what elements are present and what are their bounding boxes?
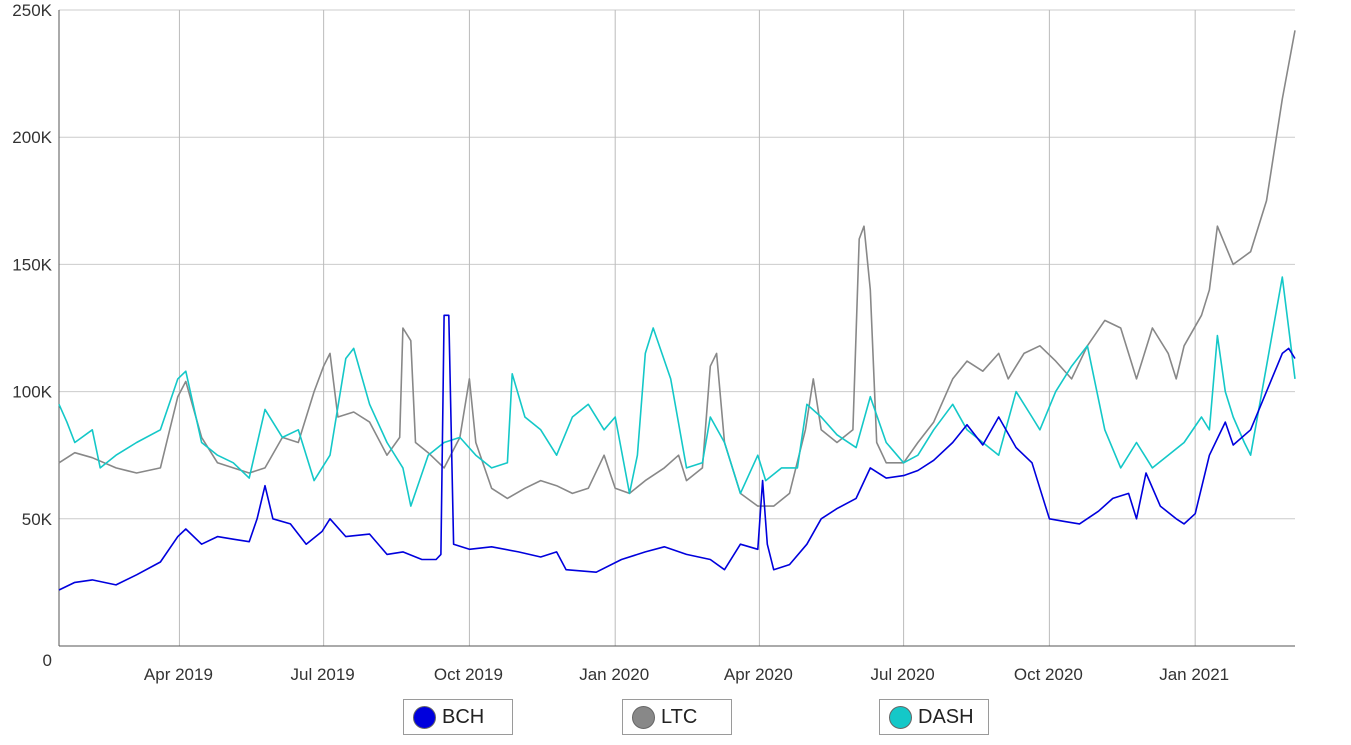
series-line-ltc — [58, 30, 1296, 507]
legend-marker-bch — [413, 705, 436, 729]
series-lines — [58, 30, 1296, 591]
y-tick-label: 0 — [43, 651, 52, 670]
y-tick-label: 200K — [12, 128, 52, 147]
legend-item-bch[interactable]: BCH — [403, 699, 513, 735]
tick-labels: 0 50K 100K 150K 200K 250K Apr 2019 Jul 2019 Oct … — [12, 1, 1229, 684]
x-tick-label: Oct 2019 — [434, 665, 503, 684]
legend-marker-ltc — [632, 705, 655, 729]
y-tick-label: 50K — [22, 510, 53, 529]
x-tick-label: Apr 2019 — [144, 665, 213, 684]
y-tick-label: 100K — [12, 383, 52, 402]
x-tick-label: Jul 2019 — [290, 665, 354, 684]
legend-label-ltc: LTC — [661, 705, 698, 728]
legend-label-bch: BCH — [442, 705, 485, 728]
legend-item-ltc[interactable]: LTC — [622, 699, 732, 735]
series-line-bch — [58, 314, 1296, 591]
x-tick-label: Jan 2021 — [1159, 665, 1229, 684]
x-tick-label: Apr 2020 — [724, 665, 793, 684]
y-tick-label: 150K — [12, 255, 52, 274]
legend-label-dash: DASH — [918, 705, 974, 728]
axes — [58, 10, 1295, 647]
series-line-dash — [58, 276, 1296, 507]
x-tick-label: Oct 2020 — [1014, 665, 1083, 684]
x-tick-label: Jul 2020 — [870, 665, 934, 684]
x-tick-label: Jan 2020 — [579, 665, 649, 684]
legend-item-dash[interactable]: DASH — [879, 699, 989, 735]
y-tick-label: 250K — [12, 1, 52, 20]
legend-marker-dash — [889, 705, 912, 729]
